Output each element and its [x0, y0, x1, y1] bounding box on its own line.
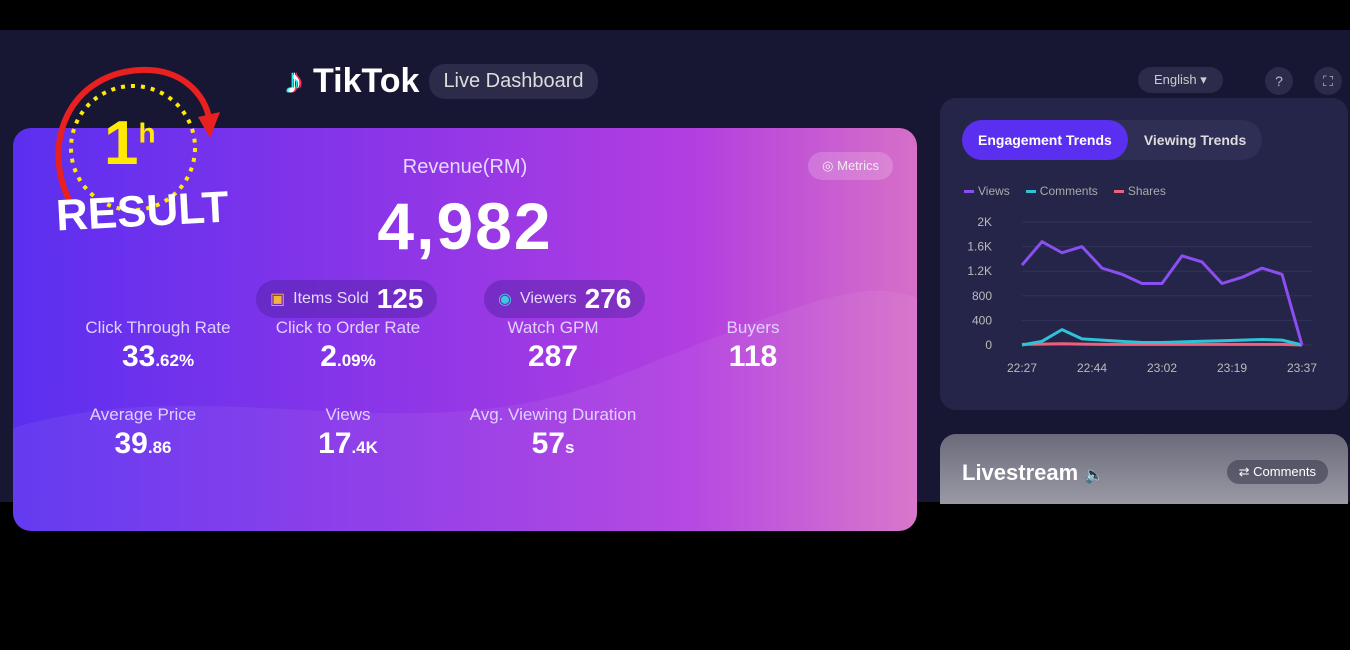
help-icon[interactable]: ? — [1265, 67, 1293, 95]
stat-click-through-rate: Click Through Rate 33.62% — [58, 318, 258, 374]
trends-panel: Engagement Trends Viewing Trends Views Co… — [940, 98, 1348, 410]
comments-button[interactable]: ⇄ Comments — [1226, 460, 1328, 484]
stat-average-price: Average Price 39.86 — [43, 405, 243, 461]
result-badge: 1h RESULT — [50, 62, 240, 242]
revenue-value: 4,982 — [377, 189, 553, 263]
chart-legend: Views Comments Shares — [964, 184, 1166, 198]
stat-value: 57s — [531, 427, 575, 460]
y-tick-label: 2K — [977, 215, 992, 229]
series-views — [1020, 240, 1304, 346]
stat-avg-viewing-duration: Avg. Viewing Duration 57s — [453, 405, 653, 461]
stat-label: Click Through Rate — [85, 318, 231, 337]
legend-views[interactable]: Views — [964, 184, 1010, 198]
dashboard-title: Live Dashboard — [429, 63, 598, 99]
stat-value: 2.09% — [320, 340, 376, 373]
viewers-chip: ◉ Viewers 276 — [484, 280, 646, 318]
stat-watch-gpm: Watch GPM 287 — [453, 318, 653, 374]
livestream-panel: Livestream 🔈 ⇄ Comments — [940, 434, 1348, 504]
y-tick-label: 800 — [972, 289, 992, 303]
items-sold-icon: ▣ — [270, 291, 286, 308]
y-tick-label: 1.6K — [967, 240, 992, 254]
revenue-label: Revenue(RM) — [402, 156, 528, 178]
x-tick-label: 22:44 — [1077, 361, 1107, 375]
stat-value: 287 — [527, 340, 579, 373]
stat-label: Views — [325, 405, 371, 424]
series-shares — [1021, 342, 1303, 347]
tab-engagement-trends[interactable]: Engagement Trends — [962, 120, 1128, 160]
stat-value: 33.62% — [121, 340, 195, 373]
stat-value: 39.86 — [114, 427, 172, 460]
background-wave — [13, 290, 917, 531]
stat-label: Click to Order Rate — [275, 318, 421, 337]
stat-label: Average Price — [89, 405, 197, 424]
legend-shares[interactable]: Shares — [1113, 184, 1166, 198]
tiktok-note-icon: ♪ — [285, 60, 303, 101]
speaker-icon[interactable]: 🔈 — [1084, 467, 1105, 484]
stat-buyers: Buyers 118 — [653, 318, 853, 374]
language-select[interactable]: English ▾ — [1138, 67, 1223, 93]
stat-value: 118 — [728, 340, 778, 373]
livestream-title: Livestream — [962, 460, 1079, 485]
eye-icon: ◉ — [498, 291, 512, 308]
series-comments — [1021, 328, 1303, 347]
revenue-card: Revenue(RM) 4,982 ◎ Metrics ▣ Items Sold 1… — [13, 128, 917, 531]
fullscreen-icon[interactable]: ⛶ — [1314, 67, 1342, 95]
clock-arrow-icon — [55, 66, 220, 212]
brand-logo: ♪ TikTok Live Dashboard — [285, 60, 598, 102]
y-tick-label: 0 — [985, 338, 992, 352]
x-tick-label: 23:02 — [1147, 361, 1177, 375]
x-tick-label: 22:27 — [1007, 361, 1037, 375]
stat-value: 17.4K — [318, 427, 378, 460]
stat-label: Avg. Viewing Duration — [469, 405, 637, 424]
stat-click-to-order-rate: Click to Order Rate 2.09% — [248, 318, 448, 374]
metrics-button[interactable]: ◎ Metrics — [808, 152, 893, 180]
stat-label: Buyers — [726, 318, 780, 337]
y-tick-label: 1.2K — [967, 264, 992, 278]
brand-name: TikTok — [313, 61, 420, 100]
x-tick-label: 23:37 — [1287, 361, 1317, 375]
y-tick-label: 400 — [972, 313, 992, 327]
items-sold-chip: ▣ Items Sold 125 — [256, 280, 438, 318]
stat-label: Watch GPM — [507, 318, 599, 337]
legend-comments[interactable]: Comments — [1025, 184, 1098, 198]
x-tick-label: 23:19 — [1217, 361, 1247, 375]
tab-viewing-trends[interactable]: Viewing Trends — [1143, 132, 1247, 148]
stat-views: Views 17.4K — [248, 405, 448, 461]
engagement-chart: 0 400 800 1.2K 1.6K 2K 22:27 22:44 23:02 23:19 23:… — [967, 215, 1317, 375]
